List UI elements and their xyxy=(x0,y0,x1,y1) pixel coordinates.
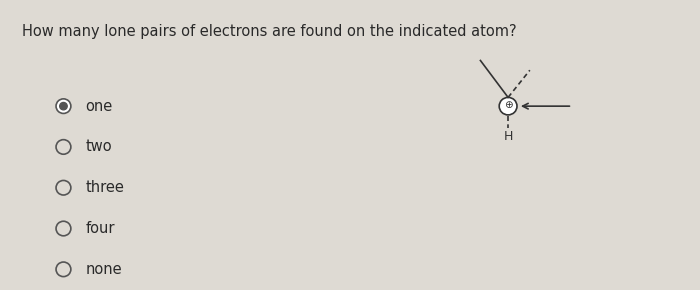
Circle shape xyxy=(56,262,71,277)
Text: none: none xyxy=(85,262,122,277)
Circle shape xyxy=(56,221,71,236)
Text: one: one xyxy=(85,99,113,114)
Circle shape xyxy=(56,180,71,195)
Text: two: two xyxy=(85,139,112,155)
Text: three: three xyxy=(85,180,124,195)
Circle shape xyxy=(60,102,67,110)
Circle shape xyxy=(56,140,71,154)
Circle shape xyxy=(499,97,517,115)
Text: H: H xyxy=(503,130,513,143)
Text: How many lone pairs of electrons are found on the indicated atom?: How many lone pairs of electrons are fou… xyxy=(22,23,517,39)
Circle shape xyxy=(56,99,71,113)
Text: ⊕: ⊕ xyxy=(504,100,513,110)
Text: four: four xyxy=(85,221,115,236)
